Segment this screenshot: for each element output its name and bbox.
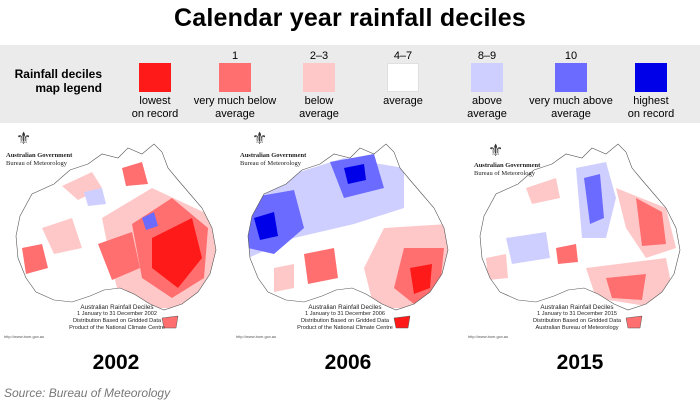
- agency-label: Australian Government Bureau of Meteorol…: [240, 152, 307, 167]
- agency-label: Australian Government Bureau of Meteorol…: [474, 162, 541, 177]
- legend-swatch: [387, 63, 419, 92]
- coat-of-arms-icon: ⚜: [252, 129, 268, 148]
- legend-swatch: [471, 63, 503, 92]
- legend-swatch: [555, 63, 587, 92]
- legend-item-very-much-below: 1 very much below average: [192, 45, 278, 121]
- legend-title: Rainfall deciles map legend: [6, 67, 102, 95]
- legend-range: [608, 49, 694, 63]
- map-2015: ⚜ Australian Government Bureau of Meteor…: [466, 128, 694, 342]
- coat-of-arms-icon: ⚜: [488, 141, 504, 160]
- legend-label: above average: [467, 95, 507, 120]
- year-label-2015: 2015: [556, 351, 604, 374]
- legend-swatch: [139, 63, 171, 92]
- legend-item-lowest: lowest on record: [112, 45, 198, 121]
- year-label-2006: 2006: [324, 351, 372, 374]
- legend-title-line2: map legend: [35, 81, 102, 95]
- legend-item-above: 8–9 above average: [444, 45, 530, 121]
- legend-label: very much above average: [529, 95, 613, 120]
- coat-of-arms-icon: ⚜: [16, 129, 32, 148]
- legend-swatch: [635, 63, 667, 92]
- legend-label: highest on record: [627, 95, 675, 120]
- legend-label: lowest on record: [131, 95, 179, 120]
- map-caption: Australian Rainfall Deciles 1 January to…: [69, 304, 165, 331]
- map-2006: ⚜ Australian Government Bureau of Meteor…: [234, 128, 462, 342]
- legend-range: 2–3: [309, 50, 329, 62]
- legend-swatch: [303, 63, 335, 92]
- page-title: Calendar year rainfall deciles: [173, 4, 526, 32]
- legend-panel: Rainfall deciles map legend lowest on rec…: [0, 45, 700, 123]
- legend-swatch: [219, 63, 251, 92]
- legend-item-highest: highest on record: [608, 45, 694, 121]
- legend-label: below average: [299, 95, 339, 120]
- legend-range: 4–7: [393, 50, 413, 62]
- year-label-2002: 2002: [92, 351, 140, 374]
- map-url: http://www.bom.gov.au: [236, 334, 277, 339]
- map-2002: ⚜ Australian Government Bureau of Meteor…: [2, 128, 230, 342]
- legend-item-average: 4–7 average: [360, 45, 446, 108]
- legend-range: [112, 49, 198, 63]
- legend-range: 8–9: [477, 50, 497, 62]
- map-caption: Australian Rainfall Deciles 1 January to…: [297, 304, 393, 331]
- map-caption: Australian Rainfall Deciles 1 January to…: [533, 304, 621, 331]
- legend-label: very much below average: [193, 95, 277, 120]
- agency-label: Australian Government Bureau of Meteorol…: [6, 152, 73, 167]
- legend-label: average: [383, 95, 423, 107]
- legend-item-very-much-above: 10 very much above average: [528, 45, 614, 121]
- legend-item-below: 2–3 below average: [276, 45, 362, 121]
- legend-range: 10: [564, 50, 578, 62]
- map-url: http://www.bom.gov.au: [4, 334, 45, 339]
- legend-range: 1: [231, 50, 239, 62]
- map-url: http://www.bom.gov.au: [468, 334, 509, 339]
- australia-map-2006: [247, 143, 449, 329]
- legend-title-line1: Rainfall deciles: [14, 67, 102, 81]
- source-note: Source: Bureau of Meteorology: [4, 386, 171, 400]
- australia-map-2015: [479, 143, 681, 329]
- australia-map-2002: [15, 143, 217, 329]
